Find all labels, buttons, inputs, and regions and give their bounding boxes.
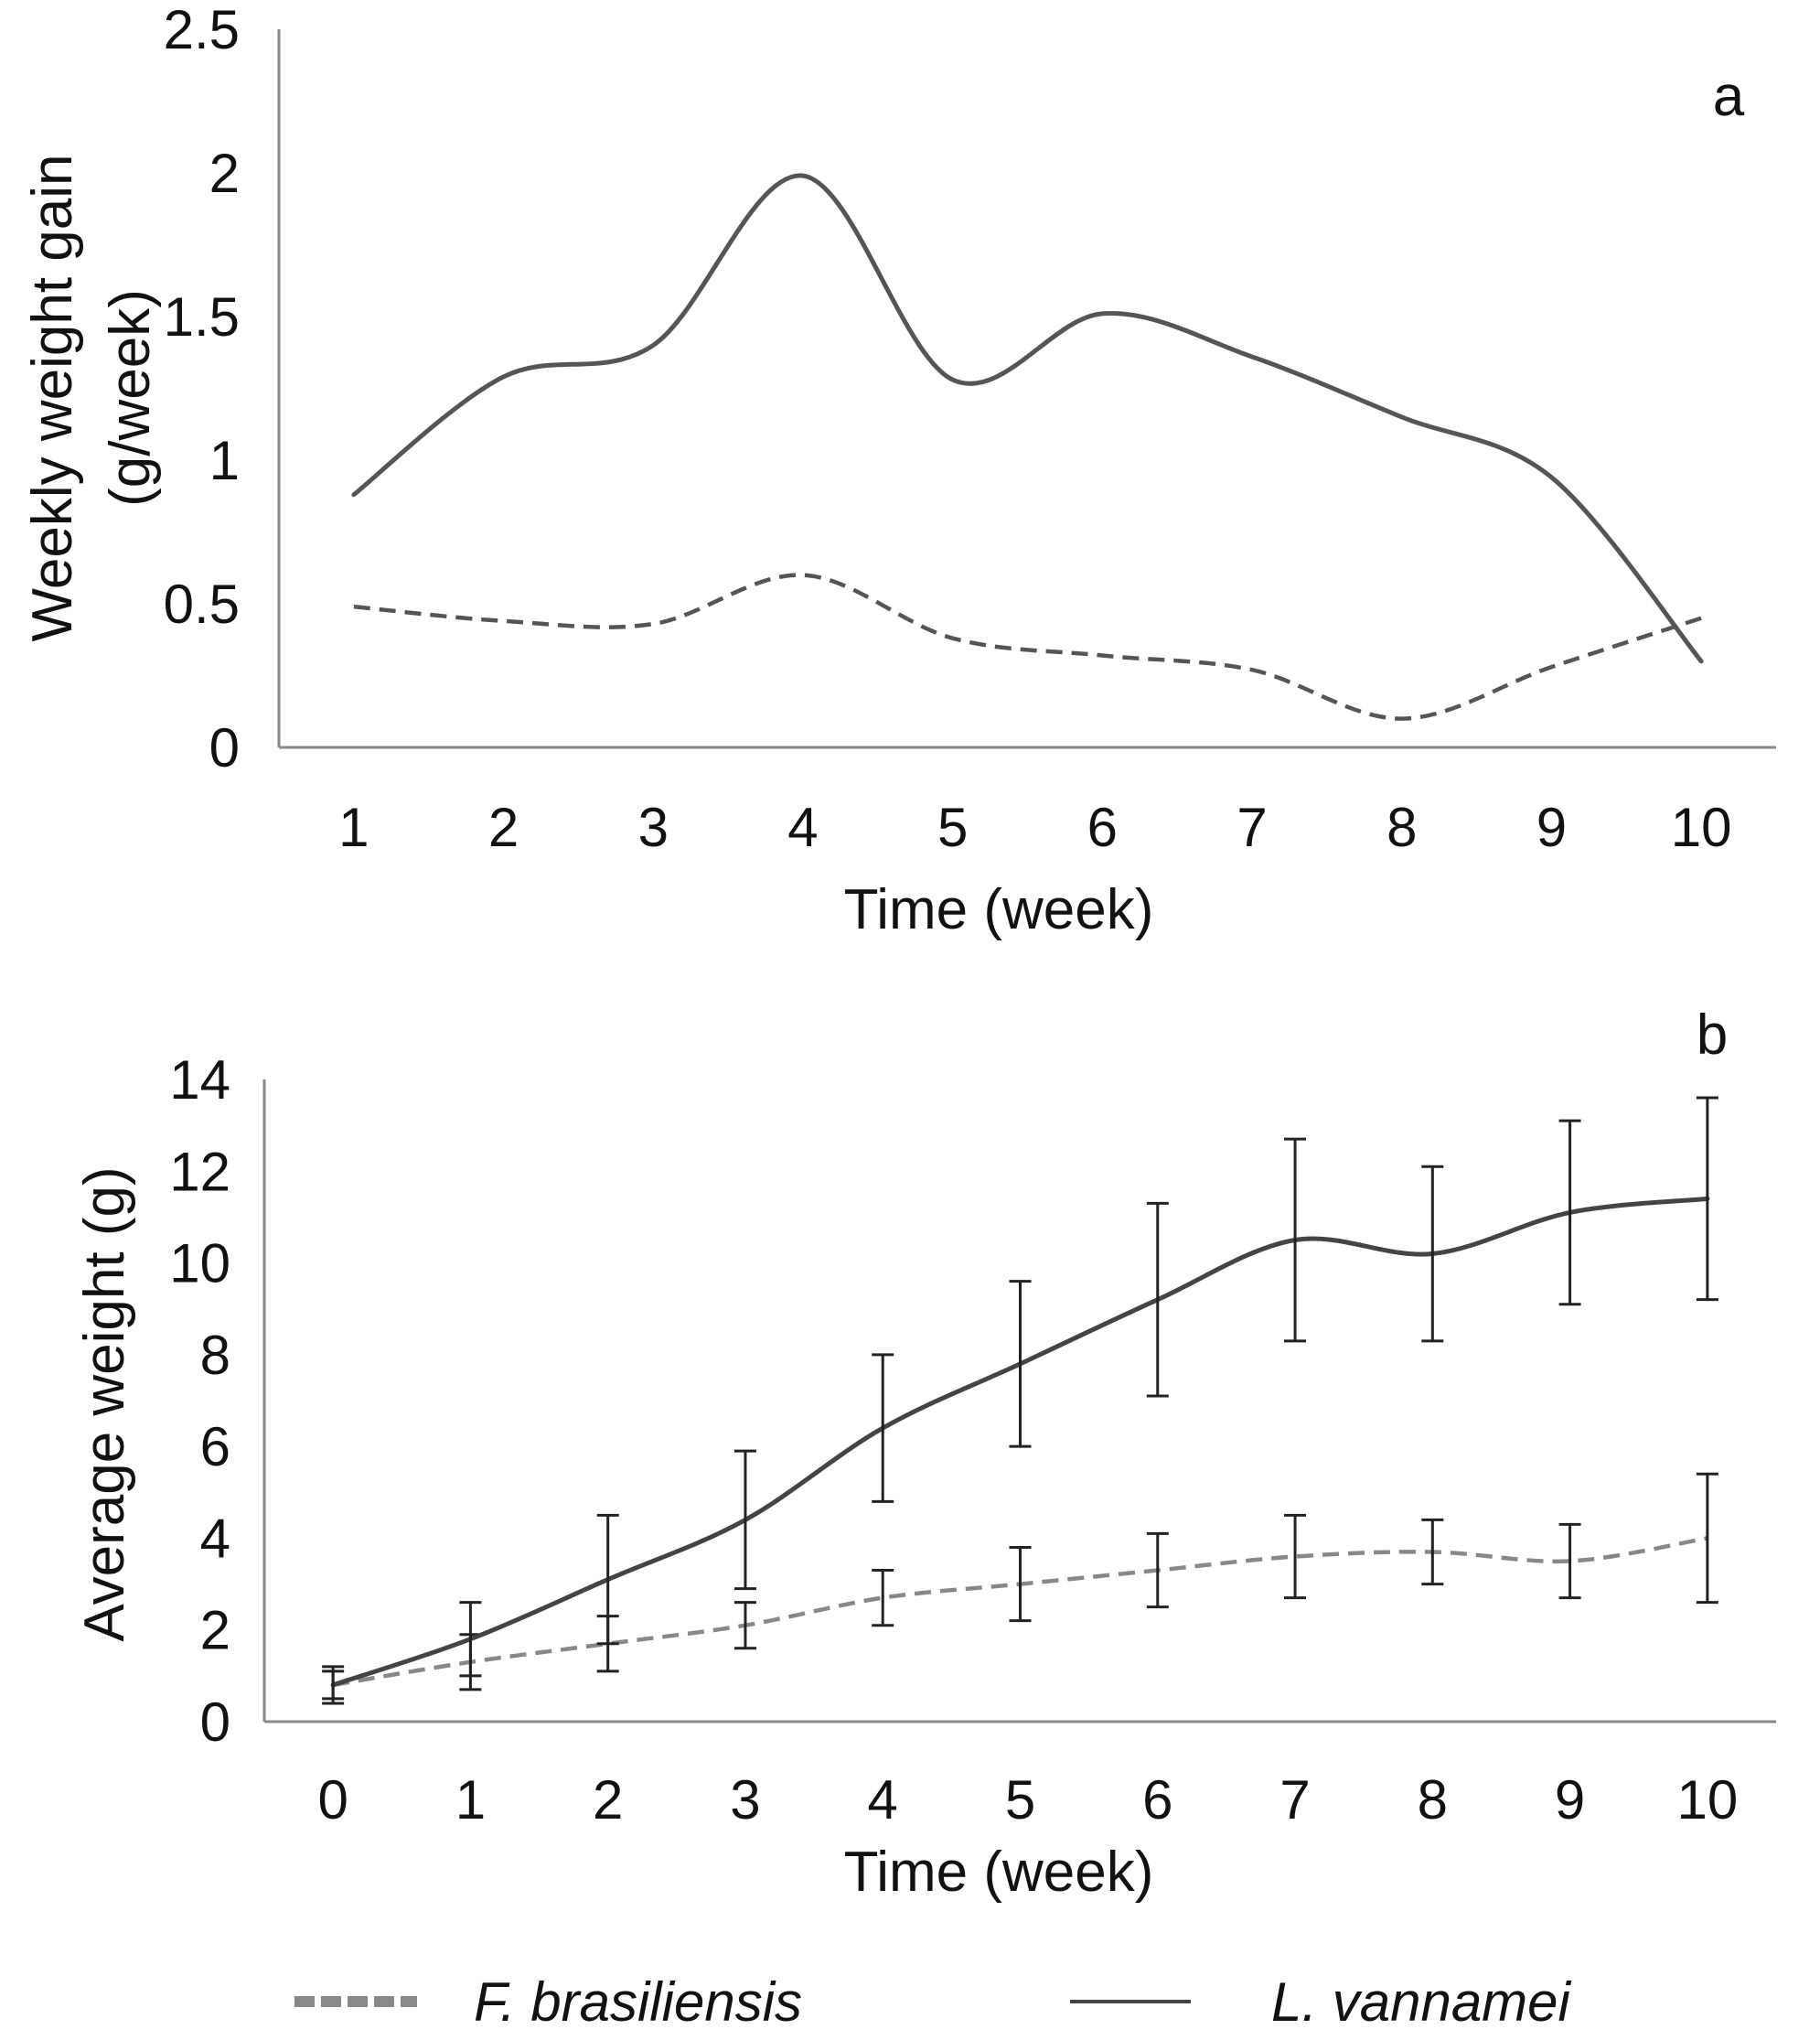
panel-b-x-tick-2: 2 bbox=[593, 1769, 623, 1831]
panel-a-line-f-brasiliensis bbox=[353, 573, 1702, 721]
legend: F. brasiliensis L. vannamei bbox=[294, 1971, 1572, 2033]
legend-label-f-brasiliensis: F. brasiliensis bbox=[474, 1971, 802, 2033]
panel-b-x-tick-6: 6 bbox=[1142, 1769, 1172, 1831]
panel-b-y-tick-0: 0 bbox=[200, 1691, 230, 1753]
panel-b-errorbar-l-vannamei-8 bbox=[1421, 1165, 1444, 1343]
panel-a-series bbox=[351, 173, 1704, 721]
panel-a-y-tick-1-5: 1.5 bbox=[164, 286, 240, 348]
panel-a-x-tick-10: 10 bbox=[1671, 797, 1732, 858]
panel-b-x-tick-labels: 0 1 2 3 4 5 6 7 8 9 10 bbox=[317, 1769, 1738, 1831]
panel-b-y-tick-4: 4 bbox=[200, 1508, 230, 1569]
panel-a-line-l-vannamei bbox=[351, 173, 1704, 664]
panel-b-errorbar-l-vannamei-4 bbox=[872, 1353, 894, 1503]
panel-b-errorbar-l-vannamei-6 bbox=[1146, 1201, 1169, 1398]
panel-b-y-axis-title: Average weight (g) bbox=[73, 1166, 136, 1641]
panel-a: 0 0.5 1 1.5 2 2.5 1 2 3 4 5 6 7 8 9 10 a Time (week) W… bbox=[21, 0, 1776, 941]
panel-a-x-axis-title: Time (week) bbox=[844, 878, 1154, 941]
panel-b-errorbar-l-vannamei-2 bbox=[596, 1513, 619, 1646]
panel-a-y-axis-title-line2: (g/week) bbox=[99, 289, 162, 507]
panel-b-errorbar-f-brasiliensis-3 bbox=[733, 1601, 756, 1650]
panel-b-y-tick-6: 6 bbox=[200, 1416, 230, 1477]
panel-a-y-tick-labels: 0 0.5 1 1.5 2 2.5 bbox=[164, 0, 240, 778]
legend-label-l-vannamei: L. vannamei bbox=[1271, 1971, 1572, 2033]
panel-b-x-tick-0: 0 bbox=[317, 1769, 348, 1831]
panel-b-y-tick-2: 2 bbox=[200, 1600, 230, 1661]
panel-b-errorbar-f-brasiliensis-4 bbox=[872, 1569, 894, 1627]
panel-b-x-tick-10: 10 bbox=[1676, 1769, 1738, 1831]
panel-b-errorbar-l-vannamei-10 bbox=[1696, 1096, 1718, 1302]
panel-a-x-tick-6: 6 bbox=[1087, 797, 1118, 858]
panel-b-errorbar-l-vannamei-1 bbox=[459, 1601, 482, 1678]
panel-b-errorbar-l-vannamei-5 bbox=[1009, 1280, 1032, 1448]
panel-a-x-tick-3: 3 bbox=[638, 797, 669, 858]
panel-b-y-tick-8: 8 bbox=[200, 1325, 230, 1386]
panel-a-x-tick-2: 2 bbox=[488, 797, 519, 858]
panel-a-y-tick-0: 0 bbox=[209, 717, 240, 778]
panel-b-errorbar-f-brasiliensis-6 bbox=[1146, 1531, 1169, 1609]
panel-b-y-tick-12: 12 bbox=[169, 1141, 230, 1202]
panel-a-x-tick-4: 4 bbox=[787, 797, 818, 858]
panel-b-errorbar-l-vannamei-3 bbox=[733, 1449, 756, 1591]
panel-a-x-tick-1: 1 bbox=[338, 797, 369, 858]
panel-b-label: b bbox=[1697, 1004, 1728, 1067]
panel-b-x-tick-7: 7 bbox=[1279, 1769, 1310, 1831]
panel-a-x-tick-labels: 1 2 3 4 5 6 7 8 9 10 bbox=[338, 797, 1731, 858]
panel-b-x-axis-title: Time (week) bbox=[844, 1841, 1154, 1904]
panel-a-y-tick-2: 2 bbox=[209, 143, 240, 204]
panel-b-x-tick-9: 9 bbox=[1555, 1769, 1585, 1831]
panel-b-errorbar-f-brasiliensis-9 bbox=[1558, 1522, 1581, 1600]
panel-b-errorbar-f-brasiliensis-10 bbox=[1696, 1472, 1718, 1605]
panel-b-y-tick-10: 10 bbox=[169, 1233, 230, 1294]
panel-a-x-tick-5: 5 bbox=[937, 797, 968, 858]
panel-b-errorbar-f-brasiliensis-8 bbox=[1421, 1518, 1444, 1586]
panel-a-y-tick-1: 1 bbox=[209, 430, 240, 491]
panel-a-y-tick-0-5: 0.5 bbox=[164, 574, 240, 635]
panel-b-errorbar-f-brasiliensis-5 bbox=[1009, 1545, 1032, 1623]
panel-b-x-tick-3: 3 bbox=[730, 1769, 760, 1831]
panel-b-x-tick-8: 8 bbox=[1418, 1769, 1448, 1831]
panel-a-label: a bbox=[1713, 65, 1745, 128]
panel-a-y-axis-title-line1: Weekly weight gain bbox=[21, 154, 84, 641]
panel-a-y-tick-2-5: 2.5 bbox=[164, 0, 240, 60]
panel-b-errorbar-f-brasiliensis-7 bbox=[1284, 1513, 1307, 1600]
panel-b-errorbar-l-vannamei-9 bbox=[1558, 1119, 1581, 1306]
panel-b-y-tick-labels: 0 2 4 6 8 10 12 14 bbox=[169, 1049, 230, 1753]
panel-b-errorbar-l-vannamei-0 bbox=[322, 1665, 345, 1705]
panel-b-x-tick-5: 5 bbox=[1005, 1769, 1035, 1831]
panel-a-x-tick-8: 8 bbox=[1386, 797, 1417, 858]
panel-b-errorbar-l-vannamei-7 bbox=[1284, 1137, 1307, 1343]
panel-b-x-tick-1: 1 bbox=[455, 1769, 486, 1831]
panel-b-series bbox=[322, 1096, 1718, 1705]
panel-b-x-tick-4: 4 bbox=[868, 1769, 898, 1831]
panel-a-x-tick-9: 9 bbox=[1536, 797, 1567, 858]
panel-b-y-tick-14: 14 bbox=[169, 1049, 230, 1111]
panel-a-x-tick-7: 7 bbox=[1237, 797, 1267, 858]
